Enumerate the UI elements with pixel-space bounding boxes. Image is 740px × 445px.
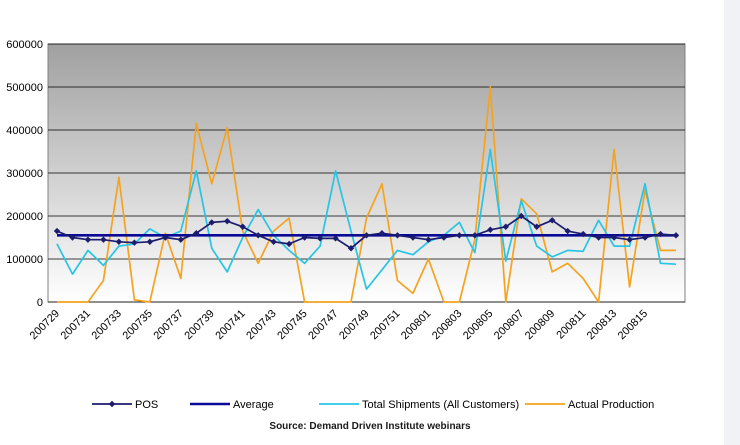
legend-label: Average [233, 399, 274, 411]
pos-point [378, 230, 386, 237]
y-tick-label: 100000 [6, 254, 43, 266]
pos-point [626, 236, 633, 243]
pos-point [657, 230, 664, 238]
source-caption: Source: Demand Driven Institute webinars [269, 421, 471, 432]
x-tick-label: 200747 [306, 308, 340, 342]
x-tick-label: 200803 [430, 308, 464, 342]
pos-point [332, 235, 339, 242]
y-tick-label: 600000 [6, 39, 43, 51]
pos-point [487, 226, 494, 233]
gridlines [48, 43, 685, 303]
x-axis-ticks: 2007292007312007332007352007372007392007… [28, 308, 650, 342]
pos-point [177, 236, 184, 243]
x-tick-label: 200739 [182, 308, 216, 342]
x-tick-label: 200805 [461, 308, 495, 342]
x-tick-label: 200741 [213, 308, 247, 342]
pos-point [549, 217, 556, 224]
legend: POS Average Total Shipments (All Customers… [92, 399, 654, 411]
pos-point [208, 219, 215, 226]
pos-point [533, 223, 540, 230]
x-tick-label: 200809 [523, 308, 557, 342]
pos-point [610, 234, 618, 241]
pos-point [595, 234, 602, 241]
pos-point [301, 234, 308, 241]
pos-point [254, 232, 262, 239]
legend-label: Total Shipments (All Customers) [362, 399, 519, 411]
series-line-3 [57, 86, 676, 303]
pos-point [100, 236, 107, 243]
page-side-band [724, 0, 740, 445]
x-tick-label: 200737 [151, 308, 185, 342]
pos-point [146, 238, 154, 245]
pos-point [239, 223, 246, 230]
line-chart: 0 100000 200000 300000 400000 500000 600000 20… [6, 39, 686, 411]
pos-point [84, 236, 92, 243]
pos-point [564, 227, 571, 235]
pos-point [115, 238, 123, 245]
pos-point [641, 234, 649, 241]
y-tick-label: 400000 [6, 125, 43, 137]
x-tick-label: 200749 [337, 308, 371, 342]
y-tick-label: 500000 [6, 82, 43, 94]
x-tick-label: 200815 [616, 308, 650, 342]
pos-point [224, 217, 231, 225]
y-tick-label: 0 [37, 297, 43, 309]
pos-point [162, 234, 169, 241]
x-tick-label: 200807 [492, 308, 526, 342]
pos-point [53, 227, 61, 235]
legend-marker [108, 400, 116, 408]
pos-point [471, 232, 479, 239]
y-axis-ticks: 0 100000 200000 300000 400000 500000 600000 [6, 39, 43, 309]
pos-point [316, 235, 324, 242]
y-tick-label: 300000 [6, 168, 43, 180]
pos-point [285, 240, 293, 248]
x-tick-label: 200743 [244, 308, 278, 342]
x-tick-label: 200801 [399, 308, 433, 342]
series-lines [53, 86, 680, 303]
x-tick-label: 200733 [90, 308, 124, 342]
x-tick-label: 200811 [554, 308, 588, 342]
legend-label: Actual Production [568, 399, 654, 411]
x-tick-label: 200729 [28, 308, 62, 342]
pos-point [131, 239, 138, 246]
x-tick-label: 200751 [368, 308, 402, 342]
pos-point [363, 232, 370, 239]
pos-point [193, 230, 200, 237]
pos-point [579, 230, 587, 238]
pos-point [440, 234, 448, 241]
x-tick-label: 200813 [585, 308, 619, 342]
x-tick-label: 200745 [275, 308, 309, 342]
pos-point [518, 212, 525, 220]
pos-point [69, 234, 76, 241]
pos-point [502, 223, 509, 230]
pos-point [270, 238, 277, 245]
x-tick-label: 200735 [121, 308, 155, 342]
pos-point [456, 232, 463, 239]
y-tick-label: 200000 [6, 211, 43, 223]
pos-point [409, 234, 417, 241]
x-tick-label: 200731 [59, 308, 93, 342]
pos-point [425, 236, 432, 243]
pos-point [672, 232, 680, 239]
pos-point [347, 245, 355, 252]
pos-point [394, 232, 401, 239]
legend-label: POS [135, 399, 158, 411]
